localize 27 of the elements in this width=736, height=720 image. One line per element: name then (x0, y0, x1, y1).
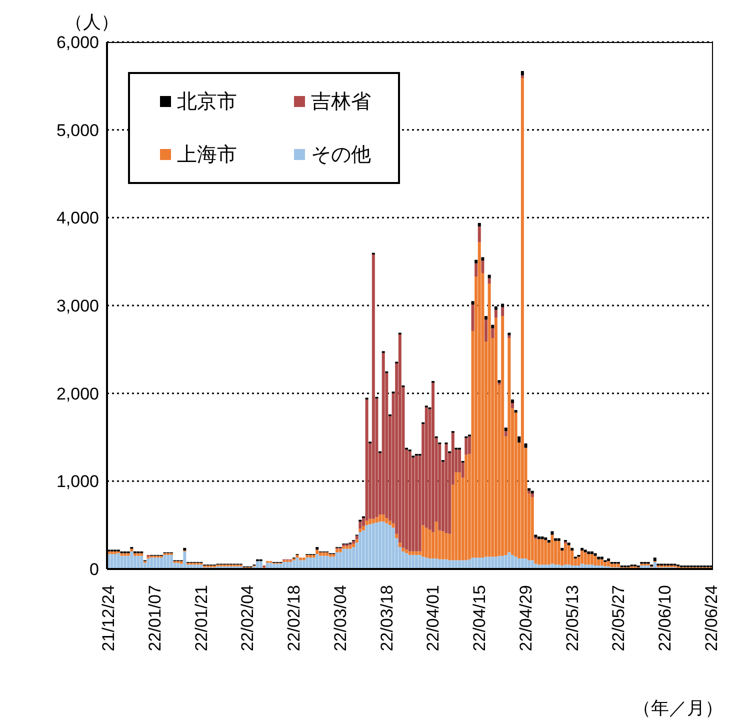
x-tick-label: 22/02/18 (284, 585, 304, 652)
x-tick-label: 22/04/01 (424, 585, 443, 652)
x-tick-label: 22/04/15 (470, 585, 490, 652)
x-tick-label: 22/03/04 (330, 585, 350, 652)
y-tick-label: 2,000 (56, 384, 99, 404)
x-tick-label: 22/03/18 (377, 585, 396, 652)
y-tick-label: 6,000 (56, 33, 99, 52)
y-tick-label: 1,000 (56, 472, 99, 492)
x-tick-label: 22/06/10 (655, 585, 674, 652)
x-tick-label: 22/04/29 (516, 585, 536, 652)
legend-label: 吉林省 (311, 90, 371, 115)
y-tick-label: 5,000 (56, 120, 99, 140)
x-tick-label: 22/05/13 (562, 585, 582, 652)
x-tick-label: 22/02/04 (238, 585, 258, 652)
legend-label: 北京市 (177, 90, 237, 115)
x-tick-label: 22/06/24 (702, 585, 721, 652)
legend-label: 上海市 (177, 143, 237, 168)
y-tick-label: 4,000 (56, 208, 99, 228)
legend-label: その他 (311, 143, 371, 168)
x-tick-label: 22/01/21 (192, 585, 211, 652)
x-tick-label: 22/05/27 (609, 585, 628, 652)
y-axis-title: （人） (65, 11, 119, 34)
x-tick-label: 22/01/07 (146, 585, 165, 652)
y-tick-label: 3,000 (56, 296, 99, 316)
y-tick-label: 0 (90, 560, 99, 580)
x-tick-label: 21/12/24 (99, 585, 118, 652)
x-axis-title: （年／月） (633, 697, 723, 720)
